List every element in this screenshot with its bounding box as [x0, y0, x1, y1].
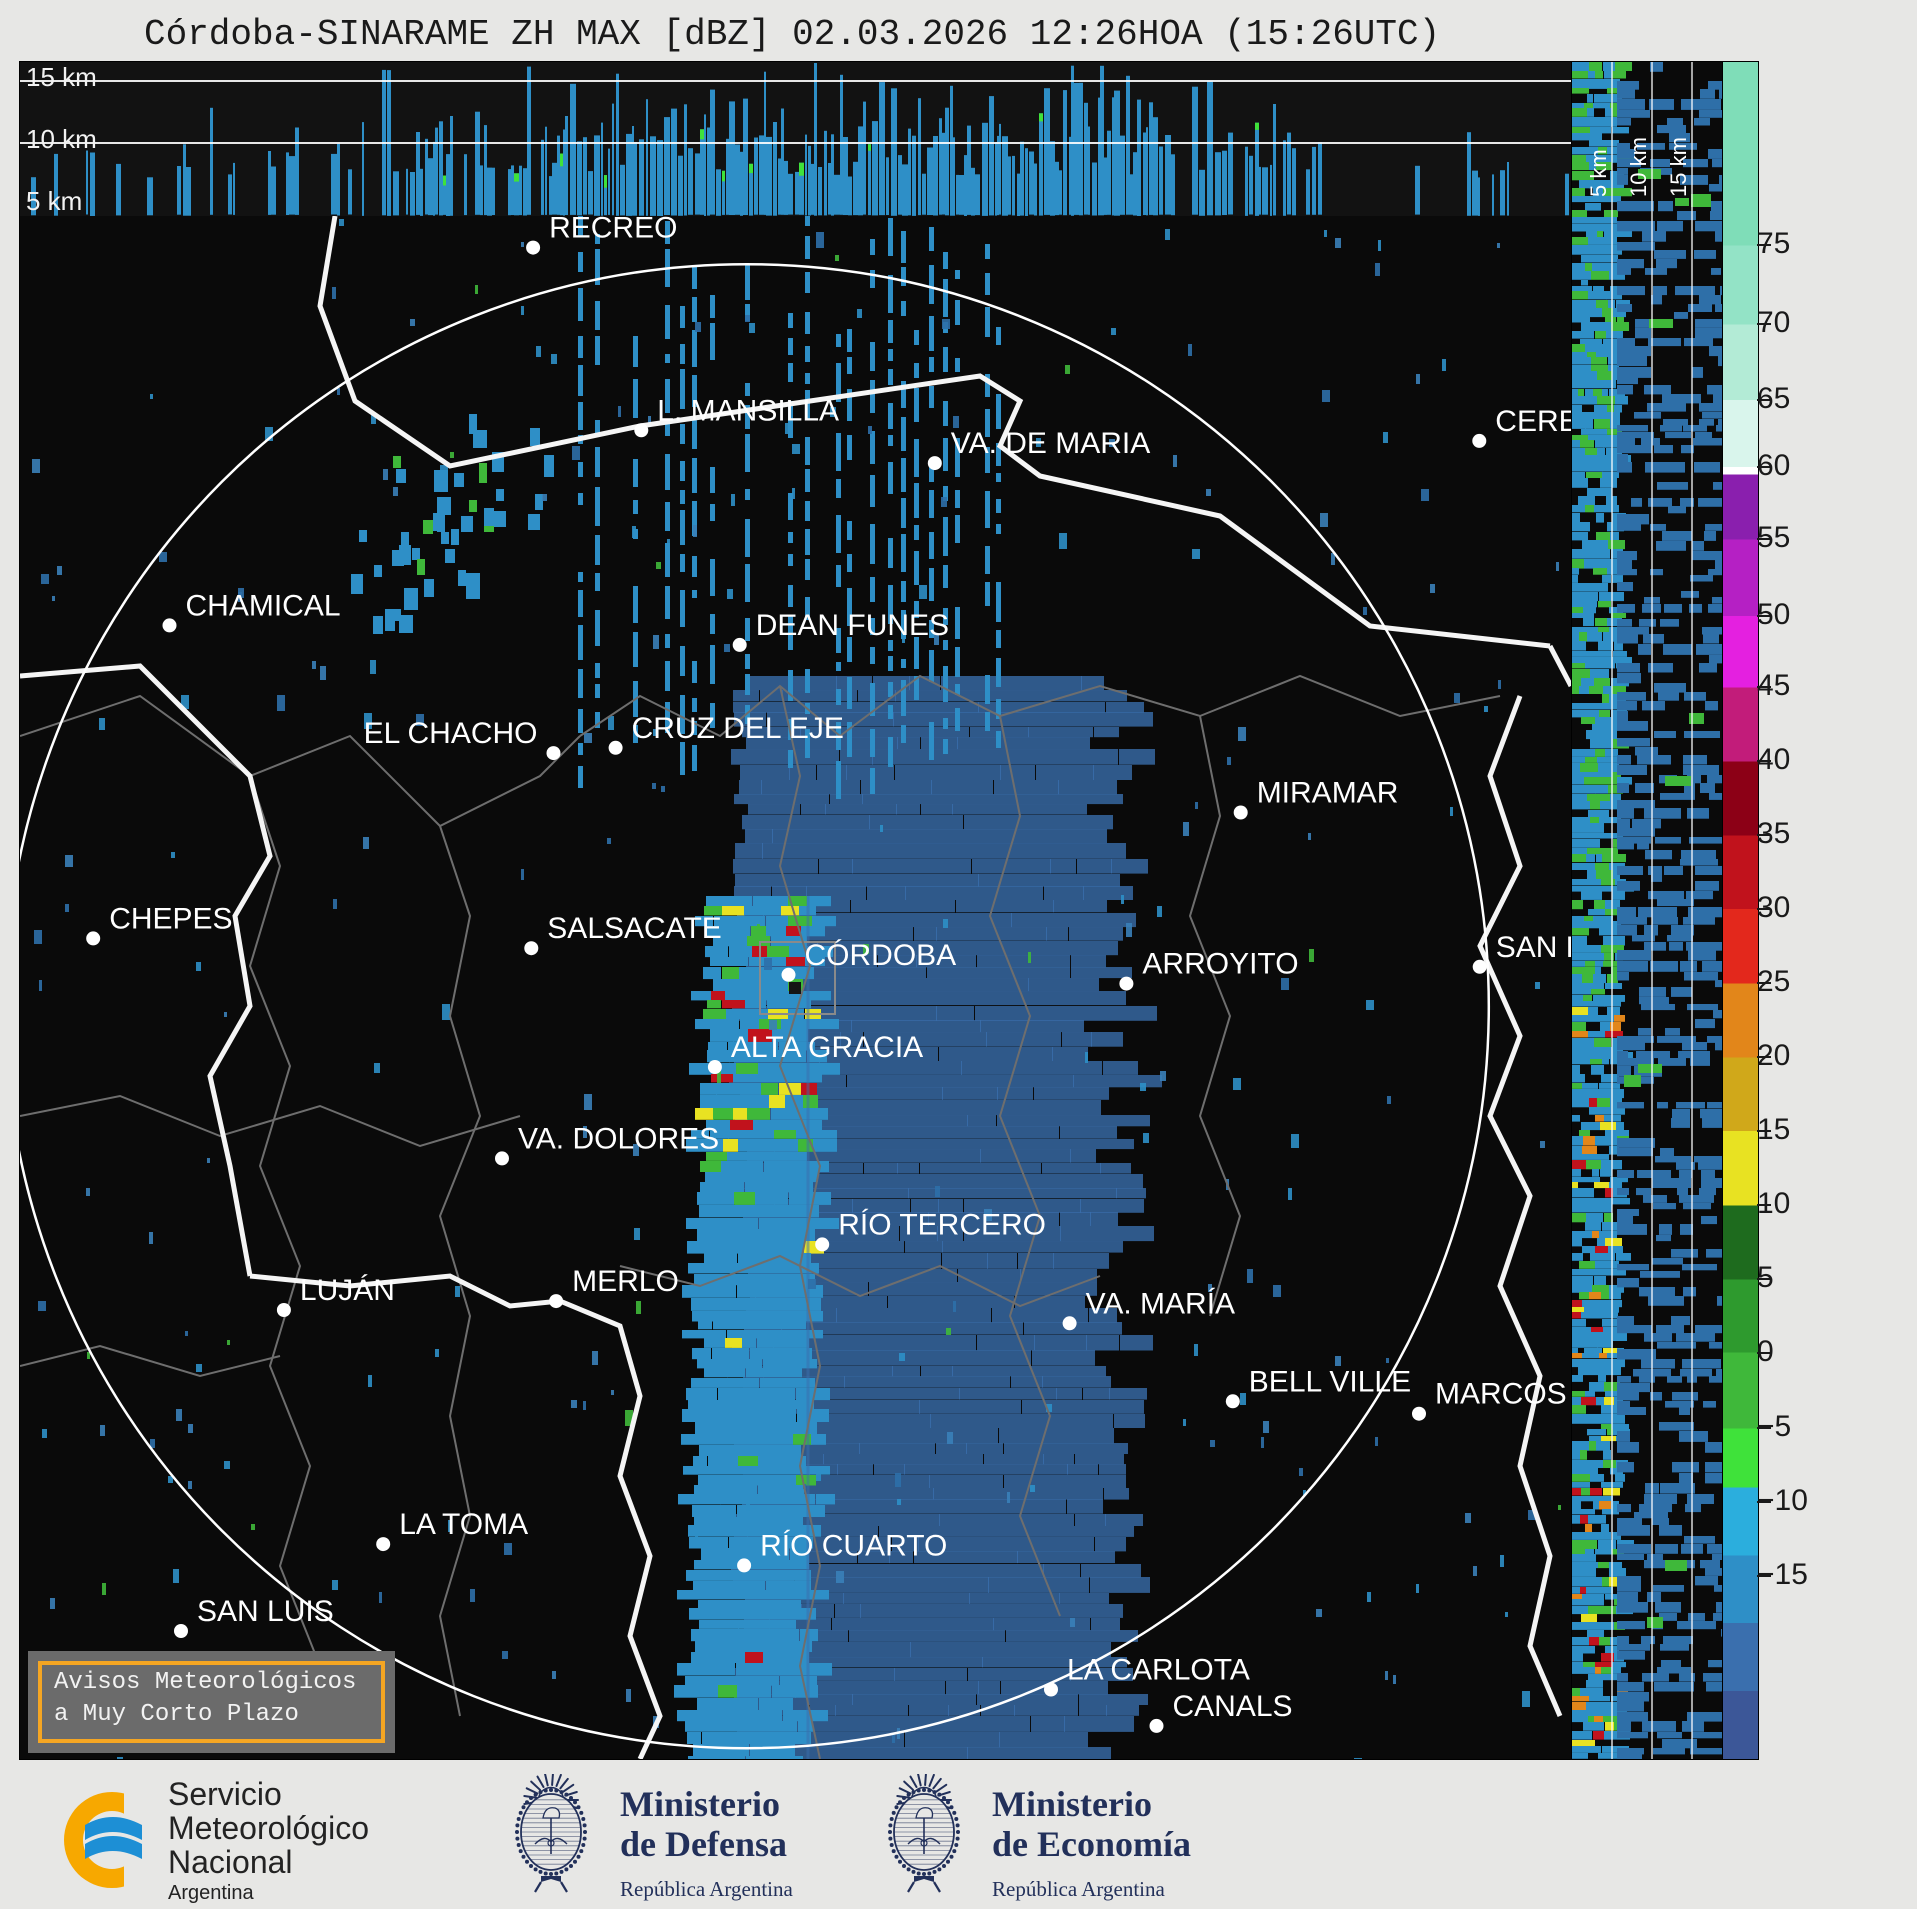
svg-text:15 km: 15 km — [1666, 137, 1691, 197]
svg-text:MERLO: MERLO — [572, 1265, 679, 1298]
svg-text:VA. DE MARIA: VA. DE MARIA — [951, 427, 1150, 460]
svg-text:DEAN FUNES: DEAN FUNES — [756, 609, 949, 642]
svg-text:CHAMICAL: CHAMICAL — [186, 589, 341, 622]
svg-text:LUJÁN: LUJÁN — [300, 1274, 395, 1307]
svg-text:CERES: CERES — [1495, 405, 1571, 438]
svg-text:RECREO: RECREO — [549, 216, 677, 245]
svg-text:10 km: 10 km — [1626, 137, 1651, 197]
svg-text:LA TOMA: LA TOMA — [399, 1508, 528, 1541]
svg-text:VA. DOLORES: VA. DOLORES — [518, 1122, 719, 1155]
svg-text:SAN FRAN: SAN FRAN — [1496, 931, 1571, 964]
svg-text:SAN LUIS: SAN LUIS — [197, 1595, 334, 1628]
svg-text:CANALS: CANALS — [1173, 1690, 1293, 1723]
svg-text:BELL VILLE: BELL VILLE — [1249, 1365, 1411, 1398]
svg-text:ARROYITO: ARROYITO — [1142, 948, 1298, 981]
svg-text:LA CARLOTA: LA CARLOTA — [1067, 1654, 1250, 1687]
svg-text:RÍO CUARTO: RÍO CUARTO — [760, 1529, 947, 1562]
svg-text:VA. MARÍA: VA. MARÍA — [1086, 1287, 1235, 1320]
svg-text:MIRAMAR: MIRAMAR — [1257, 777, 1399, 810]
svg-text:CRUZ DEL EJE: CRUZ DEL EJE — [632, 712, 844, 745]
svg-text:5 km: 5 km — [1586, 149, 1611, 197]
svg-text:L. MANSILLA: L. MANSILLA — [657, 394, 839, 427]
svg-text:CÓRDOBA: CÓRDOBA — [805, 939, 957, 972]
svg-text:RÍO TERCERO: RÍO TERCERO — [838, 1208, 1046, 1241]
svg-text:EL CHACHO: EL CHACHO — [364, 717, 538, 750]
svg-text:SALSACATE: SALSACATE — [547, 912, 722, 945]
svg-text:MARCOS JU: MARCOS JU — [1435, 1378, 1571, 1411]
svg-text:ALTA GRACIA: ALTA GRACIA — [731, 1031, 923, 1064]
svg-text:CHEPES: CHEPES — [109, 902, 232, 935]
